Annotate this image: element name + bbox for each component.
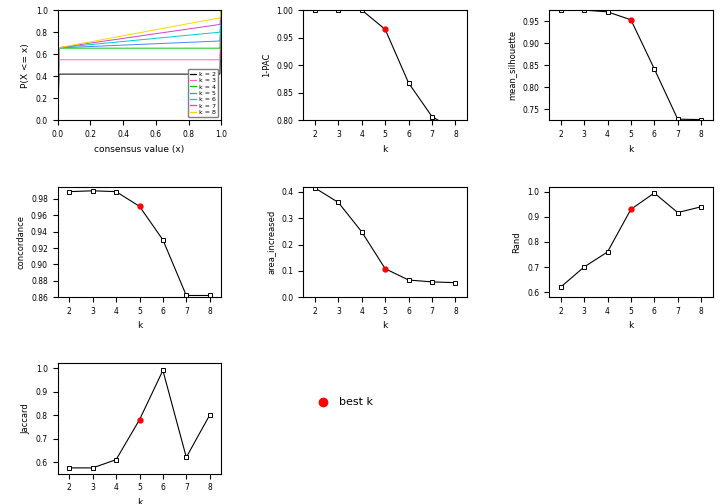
Y-axis label: Rand: Rand — [513, 231, 521, 253]
Y-axis label: area_increased: area_increased — [267, 210, 276, 274]
X-axis label: k: k — [382, 322, 388, 331]
Y-axis label: concordance: concordance — [17, 215, 25, 269]
Y-axis label: Jaccard: Jaccard — [21, 403, 30, 434]
X-axis label: k: k — [629, 322, 634, 331]
X-axis label: k: k — [137, 498, 142, 504]
Y-axis label: mean_silhouette: mean_silhouette — [508, 30, 517, 100]
Text: best k: best k — [339, 397, 374, 407]
X-axis label: consensus value (x): consensus value (x) — [94, 145, 184, 154]
Legend: k = 2, k = 3, k = 4, k = 5, k = 6, k = 7, k = 8: k = 2, k = 3, k = 4, k = 5, k = 6, k = 7… — [187, 69, 218, 117]
X-axis label: k: k — [629, 145, 634, 154]
Y-axis label: 1-PAC: 1-PAC — [262, 53, 271, 78]
X-axis label: k: k — [382, 145, 388, 154]
X-axis label: k: k — [137, 322, 142, 331]
Y-axis label: P(X <= x): P(X <= x) — [21, 43, 30, 88]
